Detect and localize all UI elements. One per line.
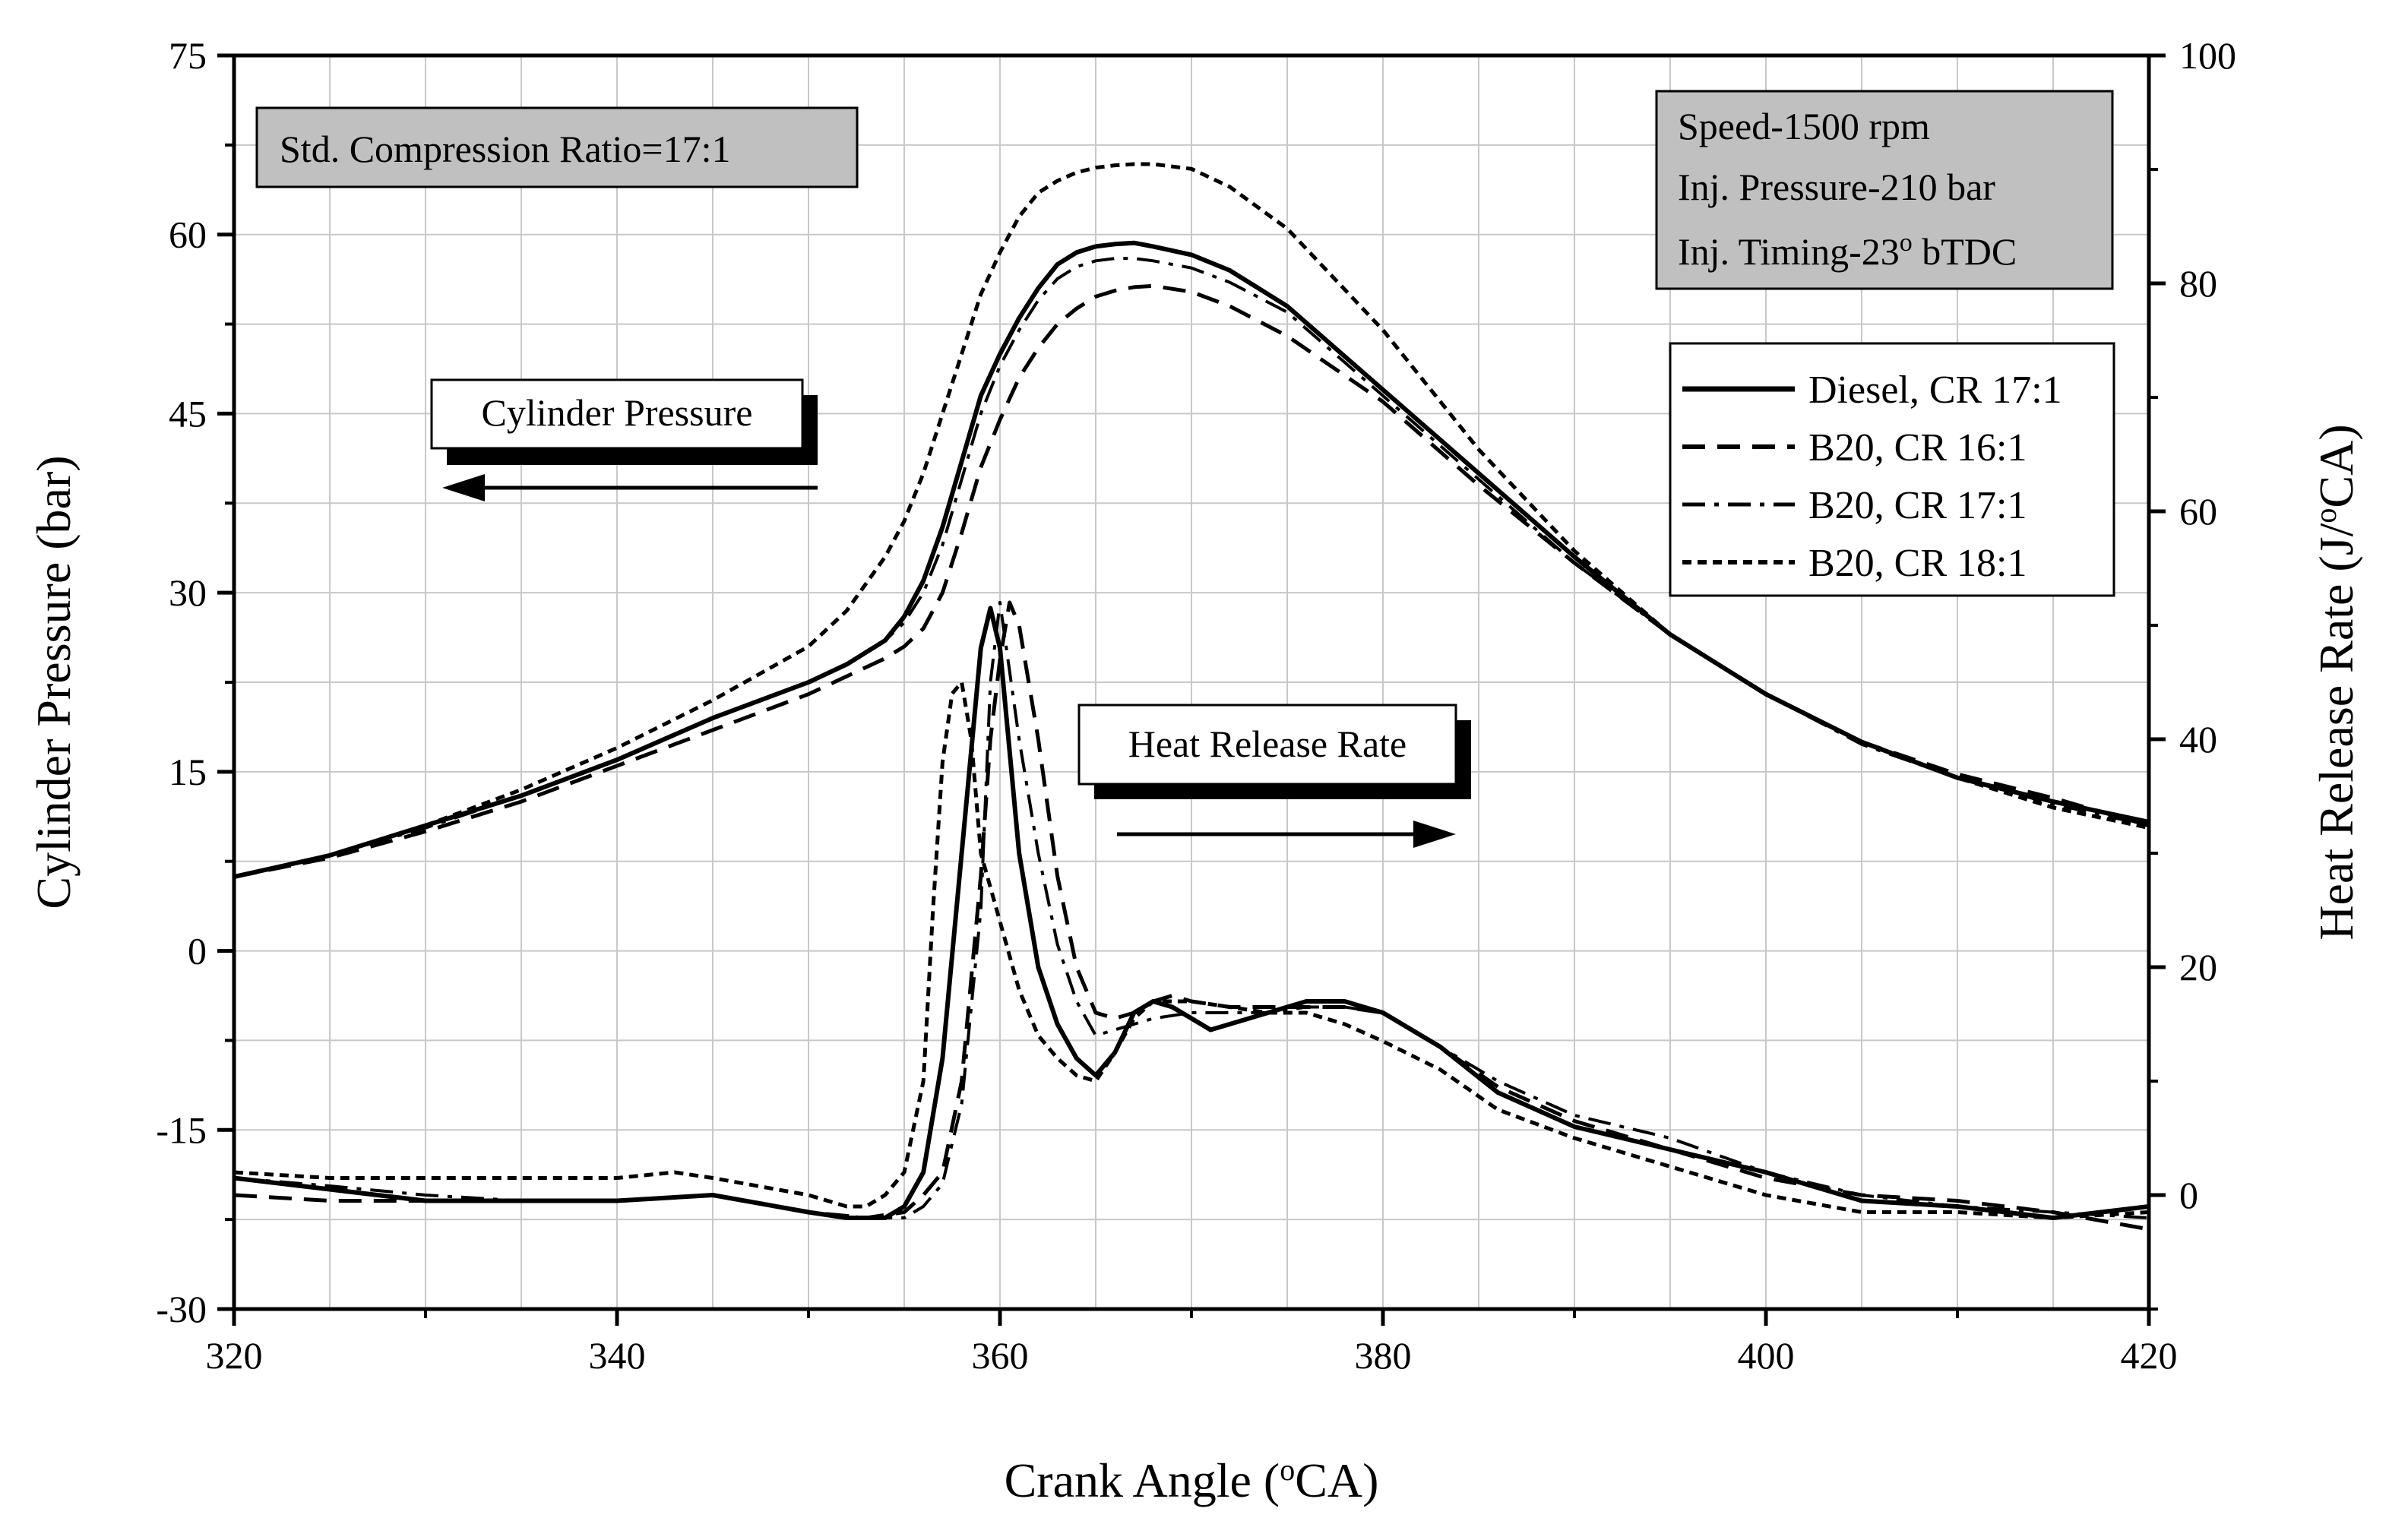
y-left-tick-label: 75: [169, 34, 207, 77]
x-tick-label: 340: [589, 1334, 646, 1377]
inj-pressure-label: Inj. Pressure-210 bar: [1678, 166, 1995, 208]
speed-label: Speed-1500 rpm: [1678, 105, 1930, 147]
series-line-hrr-b20-cr-17-1: [233, 601, 2150, 1219]
y-axis-right-title: Heat Release Rate (J/oCA): [2308, 424, 2364, 940]
y-right-tick-label: 60: [2179, 490, 2217, 533]
x-axis-title: Crank Angle (oCA): [1005, 1453, 1379, 1508]
y-right-tick-label: 100: [2179, 34, 2236, 77]
legend: Diesel, CR 17:1 B20, CR 16:1 B20, CR 17:1 B…: [1669, 342, 2115, 597]
x-tick-label: 380: [1355, 1334, 1412, 1377]
compression-ratio-box: Std. Compression Ratio=17:1: [255, 106, 859, 188]
arrow-right-icon: [1413, 821, 1456, 848]
legend-label: Diesel, CR 17:1: [1808, 368, 2062, 412]
x-tick-label: 400: [1738, 1334, 1795, 1377]
legend-label: B20, CR 16:1: [1808, 426, 2027, 470]
series-line-pressure-b20-cr-18-1: [233, 162, 2150, 879]
legend-items: Diesel, CR 17:1 B20, CR 16:1 B20, CR 17:1 B…: [1682, 368, 2062, 585]
x-tick-label: 360: [972, 1334, 1029, 1377]
y-left-tick-label: 30: [169, 571, 207, 614]
operating-conditions-box: Speed-1500 rpm Inj. Pressure-210 bar Inj…: [1655, 90, 2114, 290]
y-right-tick-label: 40: [2179, 718, 2217, 761]
y-right-tick-label: 0: [2179, 1174, 2198, 1216]
y-left-tick-label: 60: [169, 213, 207, 256]
cylinder-pressure-annotation: Cylinder Pressure: [430, 378, 818, 501]
y-left-tick-label: 45: [169, 392, 207, 435]
compression-ratio-label: Std. Compression Ratio=17:1: [280, 128, 731, 170]
inj-timing-label: Inj. Timing-23o bTDC: [1678, 229, 2017, 274]
arrow-left-icon: [442, 474, 485, 501]
y-left-tick-label: -30: [156, 1288, 207, 1330]
legend-label: B20, CR 17:1: [1808, 484, 2027, 527]
y-axis-left-title: Cylinder Pressure (bar): [27, 455, 81, 909]
heat-release-label: Heat Release Rate: [1128, 723, 1407, 765]
legend-label: B20, CR 18:1: [1808, 542, 2027, 585]
heat-release-annotation: Heat Release Rate: [1077, 704, 1471, 848]
y-left-tick-label: 0: [188, 930, 207, 972]
ticks: 320 340 360 380 400 42075604530150-15-3010080…: [156, 34, 2236, 1377]
x-tick-label: 420: [2121, 1334, 2178, 1377]
cylinder-pressure-label: Cylinder Pressure: [482, 391, 753, 434]
y-right-tick-label: 80: [2179, 262, 2217, 305]
series-layer: [233, 162, 2150, 1232]
y-left-tick-label: -15: [156, 1108, 207, 1151]
series-line-pressure-b20-cr-17-1: [233, 257, 2150, 879]
x-tick-label: 320: [206, 1334, 263, 1377]
y-right-tick-label: 20: [2179, 946, 2217, 988]
series-line-pressure-diesel-cr-17-1: [233, 240, 2150, 880]
y-left-tick-label: 15: [169, 751, 207, 793]
